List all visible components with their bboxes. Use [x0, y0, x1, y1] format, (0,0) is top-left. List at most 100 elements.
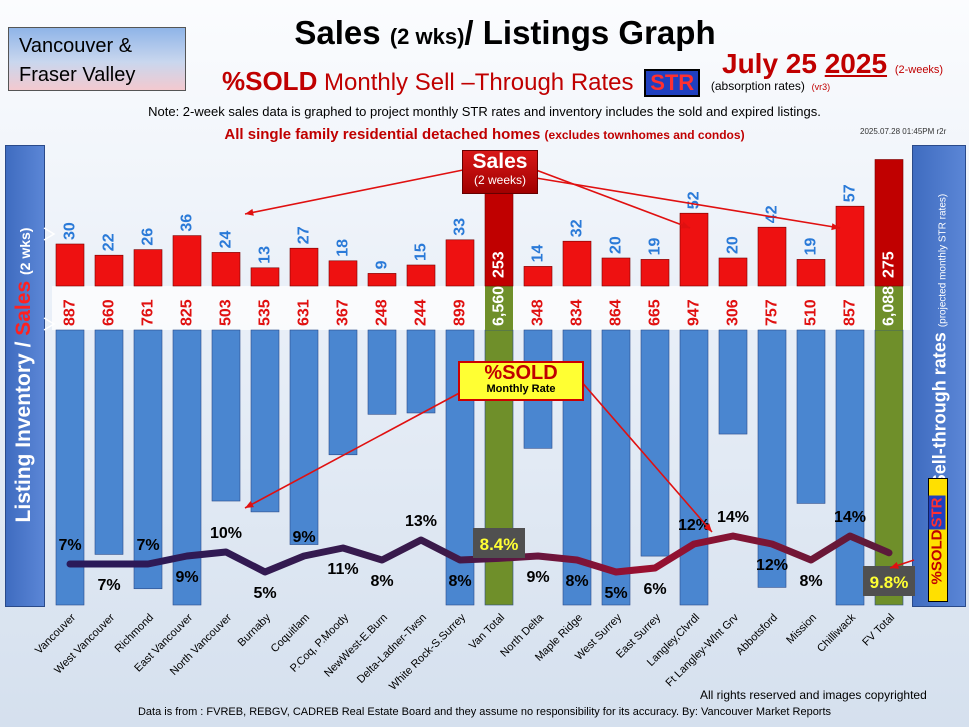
- date-text: July 25: [722, 48, 817, 79]
- category-label: Abbotsford: [734, 612, 780, 658]
- arrow-sales-mid-head: [681, 221, 690, 229]
- arrow-sales-right-head: [831, 223, 840, 231]
- chart-subtitle: %SOLD Monthly Sell –Through Rates STR (a…: [222, 66, 830, 97]
- pct-label: 7%: [58, 537, 81, 554]
- listing-label: 834: [569, 299, 586, 326]
- sales-label: 9: [374, 260, 391, 269]
- listing-label: 864: [608, 299, 625, 326]
- pct-label: 9%: [175, 569, 198, 586]
- pct-label: 6%: [643, 581, 666, 598]
- listing-bar: [679, 329, 709, 606]
- sales-label: 22: [101, 233, 118, 251]
- sales-label: 52: [686, 191, 703, 209]
- sales-bar: [601, 257, 631, 287]
- pct-label: 10%: [210, 525, 242, 542]
- listing-bar-total-cap: [875, 286, 903, 330]
- pct-box-total: [863, 566, 915, 596]
- sales-bar: [679, 212, 709, 287]
- sales-label: 13: [257, 246, 274, 264]
- left-axis-arrow-bottom: [43, 317, 56, 331]
- pct-label: 14%: [834, 509, 866, 526]
- sales-label: 19: [647, 238, 664, 256]
- listing-label: 367: [335, 299, 352, 326]
- sales-label: 57: [842, 184, 859, 202]
- sales-bar: [172, 235, 202, 287]
- sales-bar: [289, 247, 319, 287]
- sales-label: 18: [335, 239, 352, 257]
- listing-bar: [55, 329, 85, 606]
- scope-note-sub: (excludes townhomes and condos): [544, 128, 745, 142]
- category-label: Ft Langley-Wlnt Grv: [663, 611, 741, 689]
- listing-label: 510: [803, 299, 820, 326]
- listing-label: 348: [530, 299, 547, 326]
- pct-label: 7%: [97, 577, 120, 594]
- scope-note: All single family residential detached h…: [0, 126, 969, 143]
- pct-label: 9%: [526, 569, 549, 586]
- sales-bar: [835, 205, 865, 287]
- sales-bar: [445, 239, 475, 287]
- listing-label: 6,088: [881, 286, 898, 326]
- listing-label: 665: [647, 299, 664, 326]
- subtitle-abs: (absorption rates): [710, 79, 805, 93]
- listing-bar: [640, 329, 670, 557]
- date-year: 2025: [824, 48, 888, 79]
- listing-bar: [94, 329, 124, 555]
- category-label: Van Total: [467, 612, 507, 652]
- arrow-sold-left: [244, 389, 466, 509]
- sales-label: 27: [296, 226, 313, 244]
- sales-callout: Sales (2 weeks): [462, 150, 538, 194]
- sales-bar: [640, 259, 670, 287]
- sales-bar: [328, 260, 358, 287]
- sales-bar: [562, 240, 592, 287]
- sales-bar: [796, 259, 826, 287]
- subtitle-version: (vr3): [811, 82, 831, 92]
- pct-label: 14%: [717, 509, 749, 526]
- sales-label: 42: [764, 205, 781, 223]
- sold-callout-title: %SOLD: [484, 362, 558, 384]
- listing-bar: [367, 329, 397, 415]
- sales-callout-title: Sales: [472, 150, 528, 173]
- pct-label: 11%: [327, 561, 358, 578]
- sold-rate-line: [66, 532, 893, 576]
- footer-rights: All rights reserved and images copyright…: [700, 688, 927, 702]
- listing-bar: [601, 329, 631, 606]
- listing-bar: [874, 329, 904, 606]
- listing-bar: [250, 329, 280, 513]
- category-label: Mission: [784, 612, 819, 647]
- listing-label: 503: [218, 299, 235, 326]
- sales-label: 14: [530, 245, 547, 263]
- sales-bar: [718, 257, 748, 287]
- region-line-1: Vancouver &: [19, 35, 133, 57]
- pct-label: 8%: [799, 573, 822, 590]
- sales-label: 24: [218, 231, 235, 249]
- listing-label: 947: [686, 299, 703, 326]
- pct-box-total: [473, 528, 525, 558]
- category-label: Delta-Ladner-Twsn: [355, 612, 429, 686]
- listing-label: 535: [257, 299, 274, 326]
- region-line-2: Fraser Valley: [19, 64, 136, 86]
- sales-bar: [250, 267, 280, 287]
- listing-bar: [172, 329, 202, 606]
- sold-callout-sub: Monthly Rate: [486, 383, 556, 395]
- pct-label: 8.4%: [480, 535, 519, 554]
- region-label: Vancouver & Fraser Valley: [8, 27, 186, 91]
- left-axis-arrow-top: [43, 227, 56, 241]
- listing-label: 887: [62, 299, 79, 326]
- listing-bar: [406, 329, 436, 414]
- timestamp: 2025.07.28 01:45PM r2r: [860, 127, 947, 136]
- arrow-sold-left-head: [245, 500, 254, 508]
- listing-bar: [328, 329, 358, 456]
- sales-bar: [757, 226, 787, 287]
- pct-label: 5%: [253, 585, 276, 602]
- listing-bar: [718, 329, 748, 435]
- pct-label: 9%: [292, 529, 315, 546]
- sales-bar: [133, 249, 163, 287]
- chart-title: Sales (2 wks)/ Listings Graph: [190, 14, 820, 52]
- listing-bar: [133, 329, 163, 590]
- pct-label: 8%: [370, 573, 393, 590]
- sales-label: 253: [491, 251, 508, 278]
- listing-label: 761: [140, 299, 157, 326]
- title-paren: (2 wks): [389, 24, 465, 49]
- sales-label: 36: [179, 214, 196, 232]
- pct-label: 12%: [678, 517, 710, 534]
